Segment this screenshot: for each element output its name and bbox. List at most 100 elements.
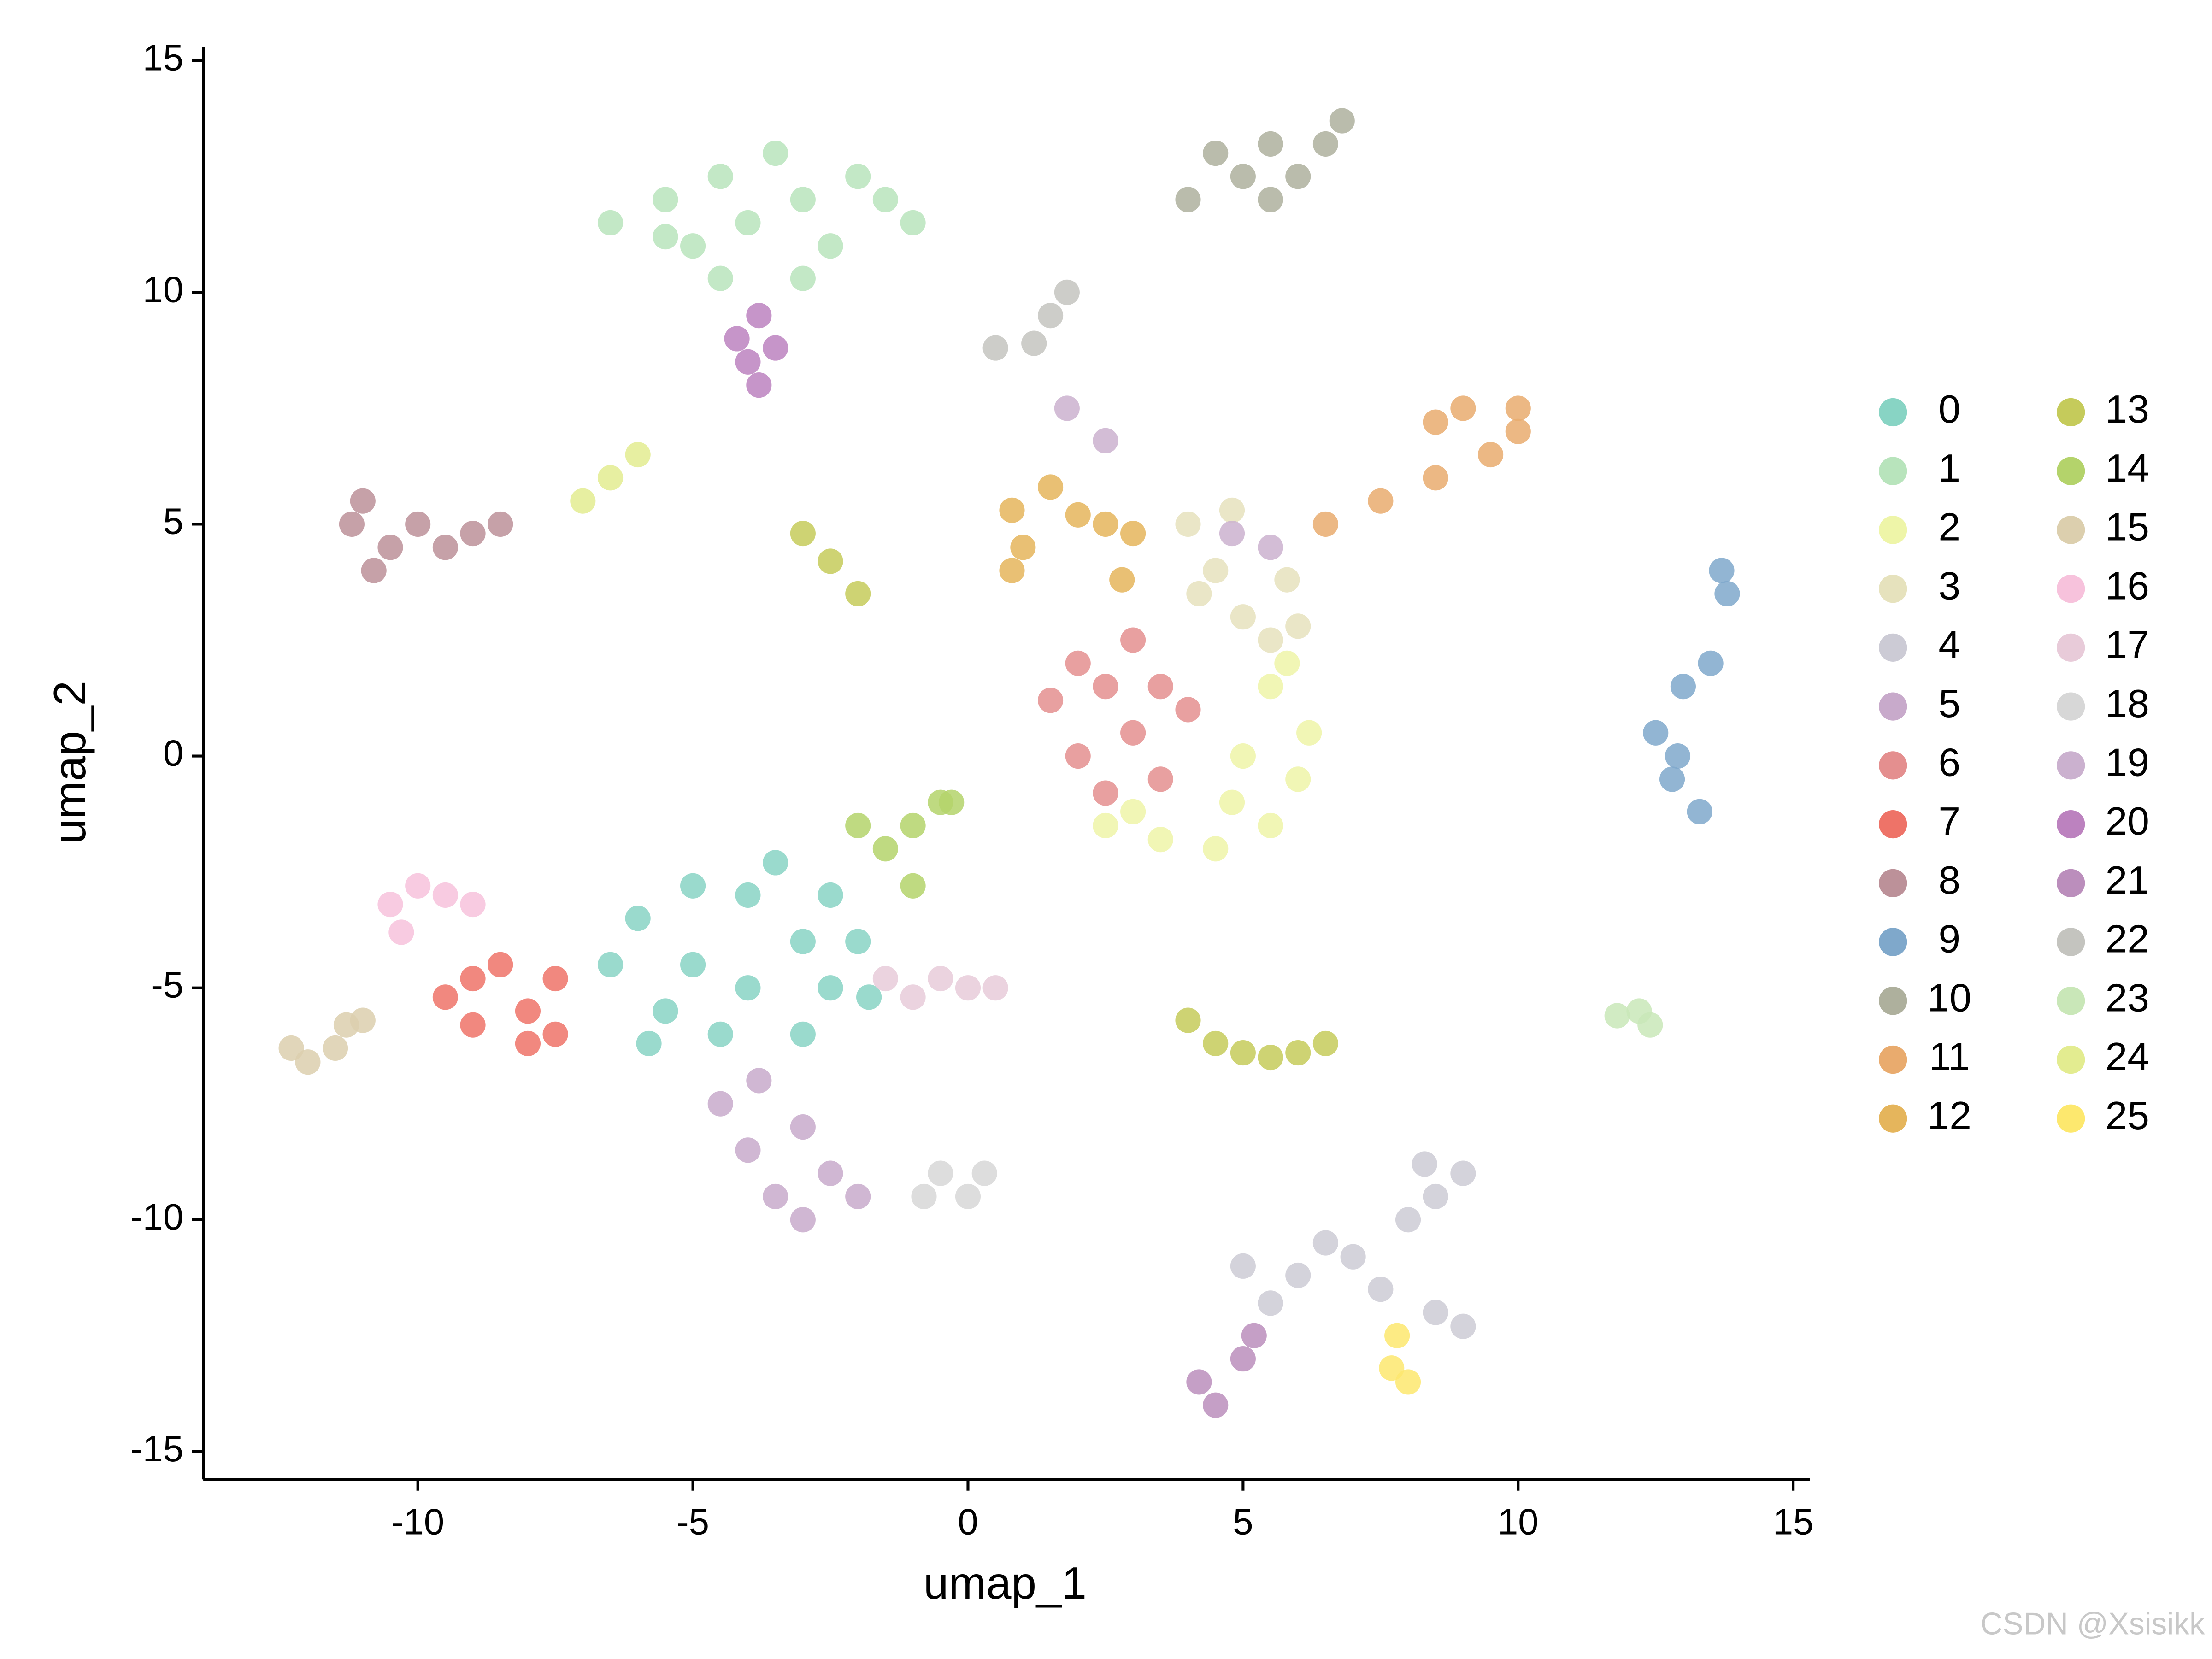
point (845, 1183, 871, 1210)
point (900, 984, 926, 1010)
point (1258, 131, 1283, 157)
point (542, 1021, 568, 1047)
x-tick-label: 15 (1773, 1501, 1814, 1542)
point (746, 372, 772, 398)
legend-key (1879, 516, 1907, 544)
point (680, 952, 706, 977)
point (735, 975, 761, 1001)
legend-key (1879, 457, 1907, 485)
point (1423, 1300, 1448, 1325)
point (597, 210, 624, 236)
point (1109, 567, 1135, 593)
point (1395, 1207, 1421, 1233)
point (460, 1012, 486, 1038)
point (432, 984, 458, 1010)
point (1665, 743, 1691, 769)
point (653, 187, 678, 212)
y-tick-label: -15 (130, 1428, 183, 1469)
point (1312, 511, 1339, 537)
point (872, 187, 898, 212)
point (1021, 330, 1047, 356)
point (1203, 1392, 1229, 1418)
legend-label: 15 (2106, 505, 2149, 549)
point (1368, 488, 1394, 514)
point (1241, 1323, 1267, 1348)
legend-label: 7 (1938, 799, 1960, 843)
legend-key (1879, 869, 1907, 897)
point (339, 511, 365, 537)
point (955, 1183, 981, 1210)
point (790, 187, 816, 212)
point (1230, 1040, 1256, 1066)
point (845, 581, 871, 606)
legend-key (2057, 457, 2085, 485)
point (818, 882, 843, 908)
legend-label: 13 (2106, 387, 2149, 431)
point (636, 1030, 662, 1056)
point (900, 873, 926, 899)
point (1285, 766, 1311, 792)
legend-key (1879, 987, 1907, 1015)
point (1329, 108, 1355, 134)
point (724, 326, 750, 352)
point (818, 975, 843, 1001)
point (1093, 511, 1118, 537)
legend-key (1879, 1045, 1907, 1074)
x-tick-label: -5 (677, 1501, 709, 1542)
point (818, 548, 843, 574)
legend-label: 1 (1938, 446, 1960, 490)
point (1037, 303, 1064, 329)
point (1175, 697, 1201, 723)
point (1219, 789, 1245, 815)
point (1423, 1183, 1448, 1210)
point (350, 488, 376, 514)
point (1423, 465, 1448, 491)
point (1120, 799, 1146, 824)
legend-key (1879, 810, 1907, 839)
point (1340, 1244, 1366, 1270)
legend-label: 0 (1938, 387, 1960, 431)
point (1450, 1313, 1476, 1339)
point (1175, 1007, 1201, 1033)
point (971, 1160, 997, 1186)
point (1203, 558, 1229, 583)
point (597, 465, 624, 491)
point (911, 1183, 937, 1210)
legend-key (1879, 575, 1907, 603)
legend-key (1879, 633, 1907, 662)
legend-label: 16 (2106, 564, 2149, 608)
point (1175, 187, 1201, 212)
point (763, 850, 788, 876)
point (1274, 567, 1300, 593)
point (1450, 395, 1476, 421)
point (1258, 627, 1283, 653)
legend-label: 11 (1929, 1035, 1970, 1079)
point (763, 335, 788, 361)
legend-key (2057, 928, 2085, 956)
legend-key (2057, 1045, 2085, 1074)
legend-key (2057, 869, 2085, 897)
point (460, 891, 486, 918)
y-tick-label: -10 (130, 1196, 183, 1237)
point (939, 789, 965, 815)
point (1219, 521, 1245, 547)
point (1147, 827, 1173, 853)
point (570, 488, 596, 514)
point (1368, 1277, 1394, 1302)
legend-label: 24 (2106, 1035, 2149, 1079)
point (872, 965, 898, 992)
point (707, 265, 733, 291)
legend-key (1879, 1104, 1907, 1133)
legend-key (2057, 575, 2085, 603)
point (999, 558, 1025, 583)
point (790, 1207, 816, 1233)
point (388, 919, 414, 945)
legend-key (2057, 692, 2085, 721)
legend-key (1879, 928, 1907, 956)
x-tick-label: -10 (391, 1501, 444, 1542)
point (1258, 187, 1283, 212)
legend-key (2057, 1104, 2085, 1133)
point (405, 511, 431, 537)
y-axis-title: umap_2 (44, 681, 95, 844)
point (515, 1030, 541, 1056)
